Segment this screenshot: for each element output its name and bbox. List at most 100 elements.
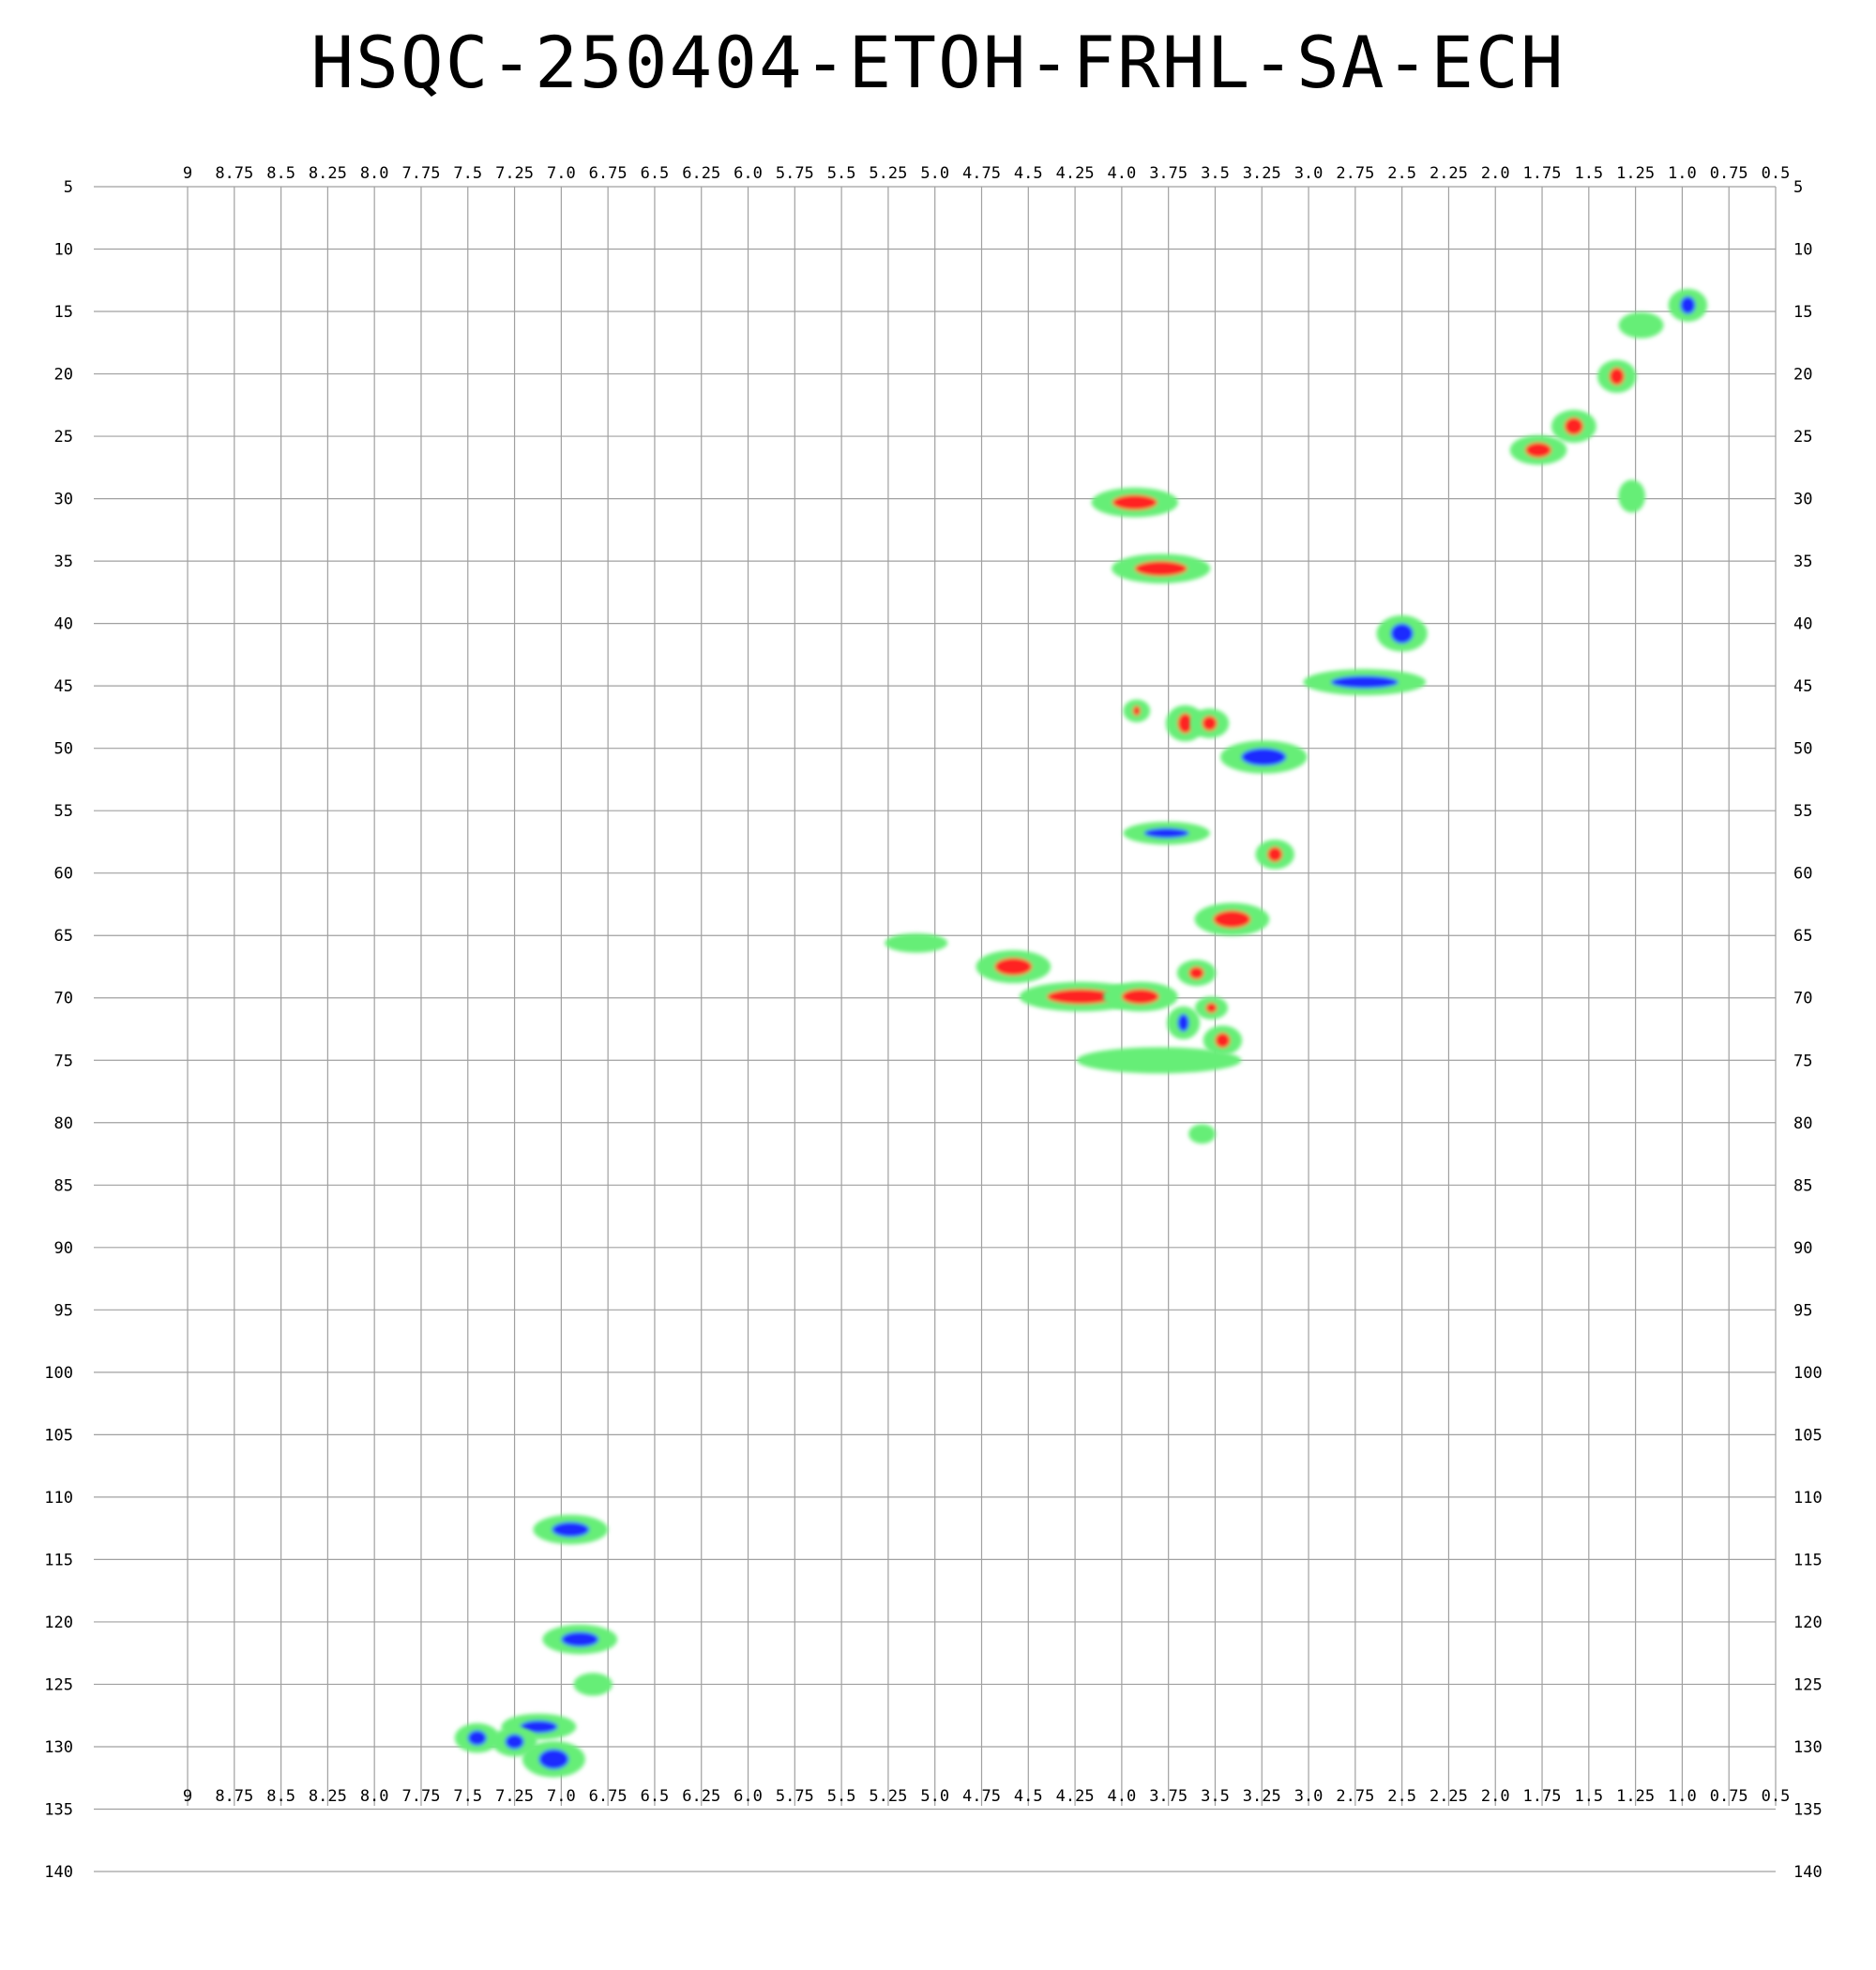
x-tick-label-top: 3.0 [1294, 164, 1324, 183]
x-tick-label-bottom: 5.0 [920, 1787, 949, 1806]
peak-contour-halo [573, 1673, 613, 1696]
cross-peak [1167, 1006, 1201, 1039]
x-tick-label-bottom: 4.25 [1056, 1787, 1095, 1806]
x-tick-label-top: 5.0 [920, 164, 949, 183]
x-tick-label-bottom: 3.25 [1243, 1787, 1281, 1806]
x-tick-label-bottom: 5.5 [827, 1787, 856, 1806]
peak-contour-halo [885, 932, 948, 953]
y-tick-label-left: 110 [44, 1489, 73, 1508]
peak-core-positive [1215, 1032, 1231, 1048]
x-tick-label-bottom: 4.75 [962, 1787, 1001, 1806]
y-tick-label-left: 125 [44, 1675, 73, 1694]
x-tick-label-top: 9 [183, 164, 192, 183]
y-tick-label-left: 70 [54, 990, 73, 1008]
cross-peak [1077, 1047, 1242, 1074]
x-tick-label-top: 6.75 [589, 164, 628, 183]
y-tick-label-right: 90 [1793, 1239, 1812, 1258]
grid [94, 186, 1777, 1872]
cross-peak [542, 1624, 618, 1655]
y-tick-label-right: 140 [1793, 1863, 1823, 1882]
cross-peak [1668, 288, 1708, 322]
peak-contour-halo [1618, 311, 1664, 339]
y-tick-label-left: 115 [44, 1551, 73, 1569]
y-tick-label-left: 120 [44, 1614, 73, 1632]
y-tick-label-left: 25 [54, 428, 73, 447]
x-tick-label-bottom: 7.75 [401, 1787, 440, 1806]
y-tick-label-right: 15 [1793, 303, 1812, 322]
y-tick-label-right: 95 [1793, 1301, 1812, 1320]
peak-core-positive [1564, 417, 1583, 435]
cross-peak [1303, 669, 1427, 696]
x-tick-label-top: 7.75 [401, 164, 440, 183]
peak-core-positive [1188, 966, 1204, 979]
y-tick-label-right: 125 [1793, 1675, 1823, 1694]
y-tick-label-left: 85 [54, 1176, 73, 1195]
cross-peak [1596, 359, 1637, 393]
cross-peak [454, 1722, 500, 1753]
x-tick-label-bottom: 3.0 [1294, 1787, 1324, 1806]
peak-core-negative [505, 1734, 524, 1750]
x-tick-label-top: 1.75 [1523, 164, 1562, 183]
peak-core-negative [1330, 675, 1399, 689]
peak-core-positive [1121, 989, 1159, 1005]
cross-peak [533, 1514, 609, 1545]
y-tick-label-right: 120 [1793, 1614, 1823, 1632]
y-tick-label-left: 35 [54, 553, 73, 571]
y-tick-label-right: 45 [1793, 677, 1812, 696]
x-tick-label-bottom: 6.25 [682, 1787, 720, 1806]
x-tick-label-bottom: 2.0 [1481, 1787, 1510, 1806]
x-tick-label-bottom: 6.0 [734, 1787, 763, 1806]
x-tick-label-top: 1.25 [1616, 164, 1655, 183]
y-tick-label-right: 85 [1793, 1176, 1812, 1195]
peak-core-positive [1047, 989, 1114, 1005]
peak-core-positive [1267, 846, 1283, 862]
y-tick-label-right: 100 [1793, 1364, 1823, 1383]
x-tick-label-bottom: 1.25 [1616, 1787, 1655, 1806]
x-tick-label-top: 8.75 [215, 164, 253, 183]
x-tick-label-bottom: 2.5 [1387, 1787, 1416, 1806]
peak-core-negative [467, 1730, 487, 1746]
cross-peak [1194, 902, 1270, 936]
peak-layer [454, 288, 1708, 1778]
x-tick-label-bottom: 3.75 [1149, 1787, 1188, 1806]
y-tick-label-left: 45 [54, 677, 73, 696]
x-tick-label-top: 7.0 [547, 164, 576, 183]
x-tick-label-top: 2.0 [1481, 164, 1510, 183]
x-tick-label-top: 5.5 [827, 164, 856, 183]
x-tick-label-bottom: 2.75 [1336, 1787, 1374, 1806]
y-tick-label-left: 130 [44, 1738, 73, 1757]
x-tick-label-bottom: 8.5 [266, 1787, 295, 1806]
x-tick-label-bottom: 5.25 [869, 1787, 907, 1806]
y-tick-label-right: 80 [1793, 1114, 1812, 1133]
cross-peak [1255, 839, 1294, 870]
x-tick-label-bottom: 1.75 [1523, 1787, 1562, 1806]
y-tick-label-right: 110 [1793, 1489, 1823, 1508]
x-tick-label-top: 6.25 [682, 164, 720, 183]
x-tick-label-bottom: 3.5 [1201, 1787, 1230, 1806]
y-tick-label-left: 15 [54, 303, 73, 322]
peak-core-positive [994, 958, 1033, 976]
cross-peak [1376, 614, 1428, 652]
cross-peak [1618, 479, 1646, 513]
y-tick-label-right: 50 [1793, 740, 1812, 759]
peak-core-negative [1177, 1014, 1189, 1032]
x-tick-label-bottom: 5.75 [776, 1787, 814, 1806]
x-tick-label-top: 0.75 [1710, 164, 1748, 183]
cross-peak [1091, 487, 1179, 518]
y-tick-label-right: 70 [1793, 990, 1812, 1008]
x-tick-label-top: 7.25 [495, 164, 534, 183]
peak-core-negative [1143, 827, 1189, 839]
chart-title: HSQC-250404-ETOH-FRHL-SA-ECH [310, 21, 1566, 104]
cross-peak [1203, 1025, 1243, 1055]
x-tick-label-top: 2.5 [1387, 164, 1416, 183]
y-tick-label-left: 5 [64, 178, 73, 197]
x-tick-label-bottom: 9 [183, 1787, 192, 1806]
x-tick-label-bottom: 0.75 [1710, 1787, 1748, 1806]
y-tick-label-right: 5 [1793, 178, 1803, 197]
y-tick-label-left: 40 [54, 615, 73, 634]
cross-peak [1551, 409, 1596, 444]
cross-peak [1509, 434, 1567, 465]
x-tick-label-top: 6.0 [734, 164, 763, 183]
cross-peak [1220, 740, 1308, 774]
y-tick-label-left: 55 [54, 802, 73, 821]
